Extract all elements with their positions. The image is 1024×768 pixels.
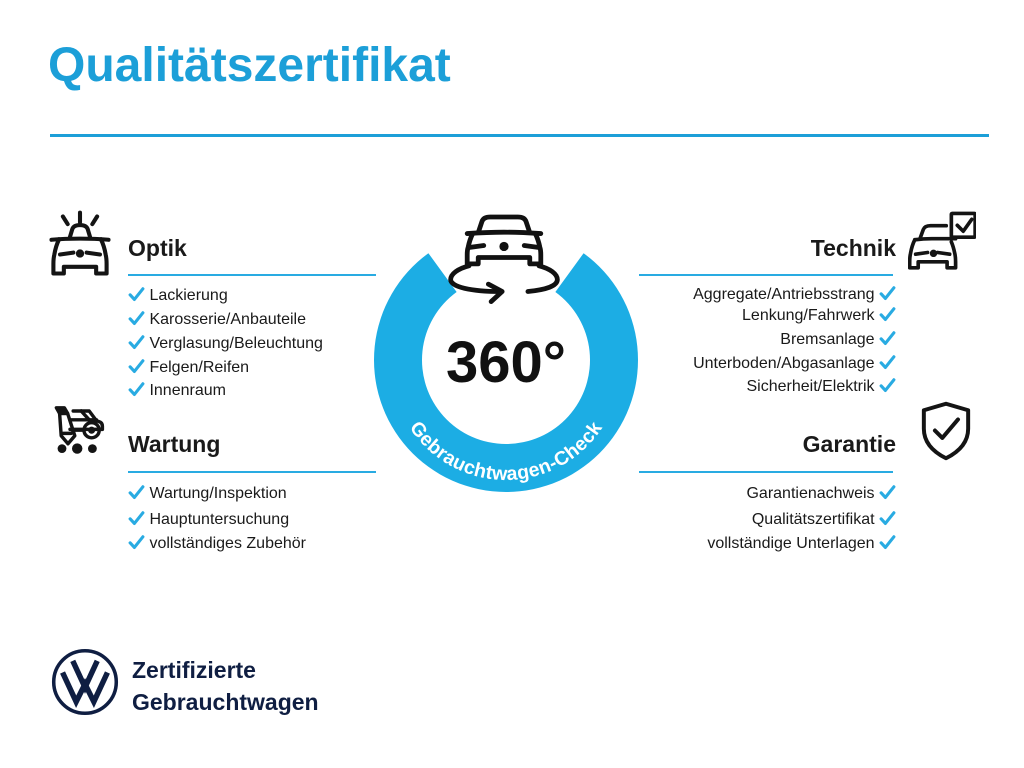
svg-text:360°: 360° (446, 330, 566, 395)
